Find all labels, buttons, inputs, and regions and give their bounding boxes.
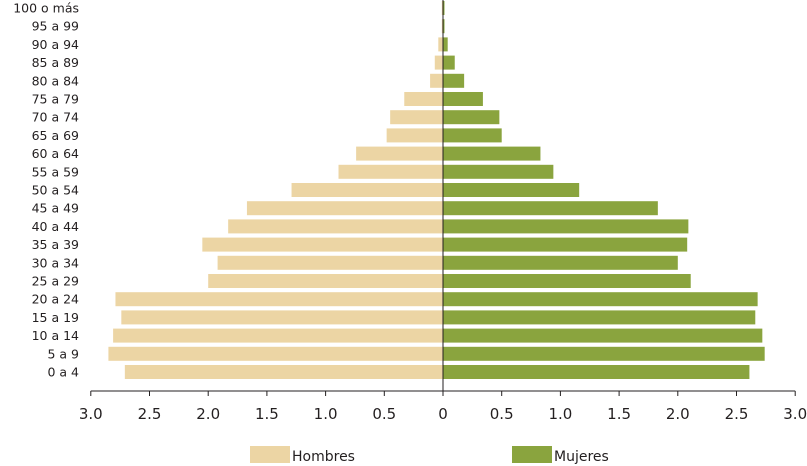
bar-mujeres-35-a-39 [443,237,688,252]
bar-mujeres-20-a-24 [443,292,758,307]
x-tick-label: 0 [438,405,448,423]
category-labels: 0 a 4 5 a 9 10 a 14 15 a 19 20 a 24 25 a 29 30… [13,1,79,380]
category-label-55-a-59: 55 a 59 [32,164,79,179]
bar-hombres-50-a-54 [291,183,443,197]
bar-hombres-55-a-59 [338,164,443,179]
bar-mujeres-100-o-m-s [443,1,445,15]
x-tick-label: 1.0 [314,405,338,423]
bar-mujeres-75-a-79 [443,92,483,106]
legend-label-mujeres: Mujeres [554,449,609,465]
bar-hombres-35-a-39 [202,237,443,252]
category-label-0-a-4: 0 a 4 [47,365,79,380]
bar-mujeres-90-a-94 [443,37,448,52]
bar-hombres-10-a-14 [113,328,443,343]
bar-hombres-80-a-84 [430,73,443,88]
bar-mujeres-15-a-19 [443,310,756,325]
bar-hombres-60-a-64 [356,146,443,161]
bar-hombres-85-a-89 [434,55,443,70]
category-label-70-a-74: 70 a 74 [32,110,79,125]
category-label-10-a-14: 10 a 14 [32,328,79,343]
x-tick-label: 2.5 [138,405,162,423]
category-label-75-a-79: 75 a 79 [32,92,79,107]
x-ticks: 3.0 2.5 2.0 1.5 1.0 0.5 0 0.5 1.0 1.5 2.0 2.5 3.0 [79,391,807,423]
bar-mujeres-50-a-54 [443,183,580,197]
bar-mujeres-40-a-44 [443,219,689,234]
bar-mujeres-25-a-29 [443,274,691,288]
category-label-30-a-34: 30 a 34 [32,255,79,270]
x-tick-label: 1.0 [548,405,572,423]
bar-hombres-25-a-29 [208,274,443,288]
bars-group [108,1,765,379]
bar-hombres-45-a-49 [246,201,443,216]
category-label-20-a-24: 20 a 24 [32,292,79,307]
category-label-65-a-69: 65 a 69 [32,128,79,143]
category-label-5-a-9: 5 a 9 [47,346,79,361]
bar-mujeres-30-a-34 [443,255,678,270]
bar-mujeres-60-a-64 [443,146,541,161]
bar-hombres-5-a-9 [108,346,443,361]
x-tick-label: 0.5 [372,405,396,423]
x-tick-label: 3.0 [783,405,807,423]
bar-hombres-30-a-34 [217,255,443,270]
category-label-40-a-44: 40 a 44 [32,219,79,234]
bar-mujeres-65-a-69 [443,128,502,143]
bar-mujeres-80-a-84 [443,73,465,88]
x-tick-label: 1.5 [255,405,279,423]
category-label-15-a-19: 15 a 19 [32,310,79,325]
bar-hombres-90-a-94 [438,37,443,52]
x-tick-label: 0.5 [490,405,514,423]
x-tick-label: 2.5 [725,405,749,423]
bar-mujeres-10-a-14 [443,328,763,343]
legend-swatch-mujeres [512,446,552,463]
bar-mujeres-85-a-89 [443,55,455,70]
x-tick-label: 3.0 [79,405,103,423]
category-label-50-a-54: 50 a 54 [32,183,79,198]
bar-mujeres-95-a-99 [443,19,445,34]
legend: Hombres Mujeres [250,446,609,465]
category-label-100-o-m-s: 100 o más [13,1,79,16]
bar-hombres-0-a-4 [124,365,443,379]
legend-label-hombres: Hombres [292,449,355,465]
legend-swatch-hombres [250,446,290,463]
bar-mujeres-5-a-9 [443,346,765,361]
bar-hombres-20-a-24 [115,292,443,307]
bar-hombres-75-a-79 [404,92,443,106]
category-label-35-a-39: 35 a 39 [32,237,79,252]
category-label-80-a-84: 80 a 84 [32,73,79,88]
category-label-95-a-99: 95 a 99 [32,19,79,34]
category-label-45-a-49: 45 a 49 [32,201,79,216]
category-label-85-a-89: 85 a 89 [32,55,79,70]
x-tick-label: 2.0 [666,405,690,423]
x-tick-label: 1.5 [607,405,631,423]
bar-mujeres-70-a-74 [443,110,500,125]
category-label-60-a-64: 60 a 64 [32,146,79,161]
bar-hombres-40-a-44 [228,219,443,234]
bar-hombres-15-a-19 [121,310,443,325]
category-label-90-a-94: 90 a 94 [32,37,79,52]
bar-hombres-65-a-69 [386,128,443,143]
bar-mujeres-55-a-59 [443,164,554,179]
bar-mujeres-0-a-4 [443,365,750,379]
x-tick-label: 2.0 [196,405,220,423]
bar-mujeres-45-a-49 [443,201,658,216]
bar-hombres-70-a-74 [390,110,443,125]
category-label-25-a-29: 25 a 29 [32,274,79,289]
